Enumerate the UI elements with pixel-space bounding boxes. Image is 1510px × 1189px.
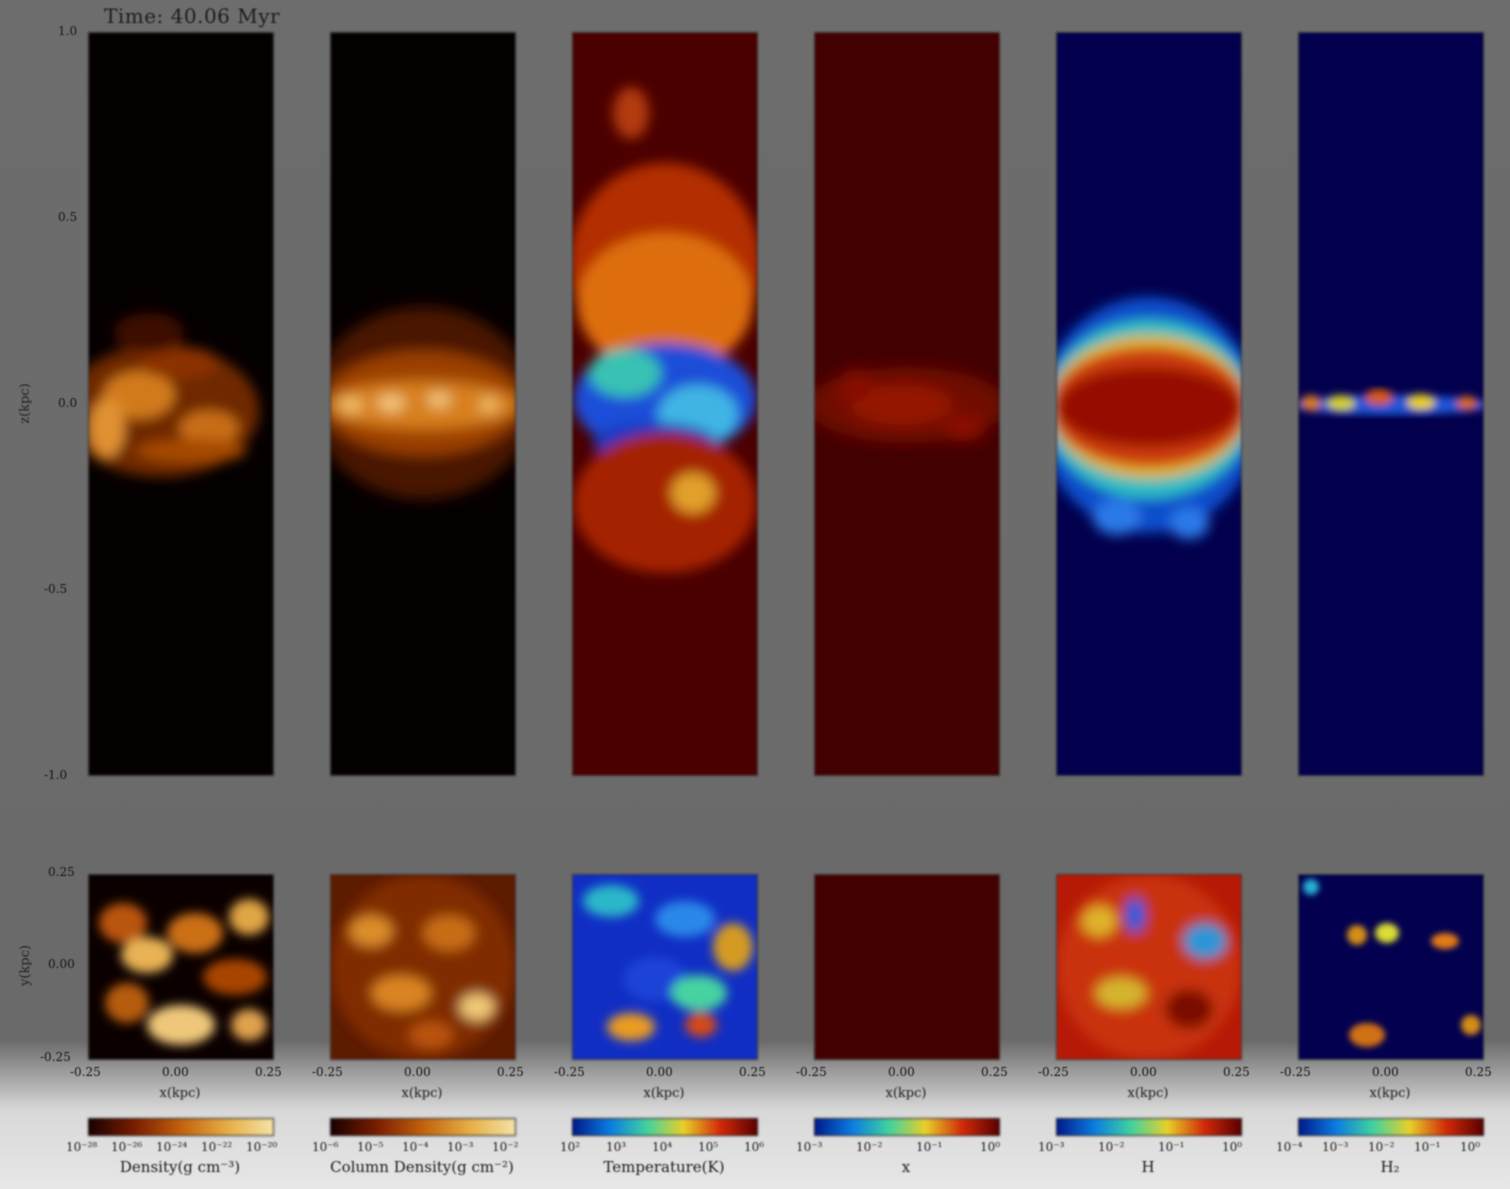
cbar-tick-h2-2: 10⁻³ — [1322, 1140, 1349, 1154]
x-tick-p6-1: -0.25 — [1280, 1065, 1311, 1079]
x-tick-p2-1: -0.25 — [312, 1065, 343, 1079]
colorbar-temperature — [572, 1118, 758, 1136]
cbar-tick-h2-1: 10⁻⁴ — [1276, 1140, 1303, 1154]
x-tick-p3-3: 0.25 — [739, 1065, 766, 1079]
x-tick-p5-3: 0.25 — [1223, 1065, 1250, 1079]
x-axis-label-1: x(kpc) — [159, 1086, 201, 1101]
top-panel-temperature — [572, 32, 758, 776]
cbar-tick-density-1: 10⁻²⁸ — [66, 1140, 98, 1154]
colorbar-label-temperature: Temperature(K) — [603, 1158, 725, 1176]
bottom-panel-molecular-hydrogen — [1298, 874, 1484, 1060]
x-axis-label-4: x(kpc) — [885, 1086, 927, 1101]
bottom-panel-column-density — [330, 874, 516, 1060]
colorbar-label-molecular-hydrogen: H₂ — [1380, 1158, 1400, 1176]
top-panel-molecular-hydrogen — [1298, 32, 1484, 776]
cbar-tick-temperature-1: 10² — [560, 1140, 581, 1154]
cbar-tick-density-3: 10⁻²⁴ — [156, 1140, 188, 1154]
x-tick-p5-1: -0.25 — [1038, 1065, 1069, 1079]
top-y-axis-label: z(kpc) — [17, 383, 33, 424]
cbar-tick-h-4: 10⁰ — [1222, 1140, 1243, 1154]
top-panel-column-density — [330, 32, 516, 776]
bottom-y-tick-1: 0.25 — [48, 865, 75, 879]
x-tick-p3-1: -0.25 — [554, 1065, 585, 1079]
cbar-tick-column-density-5: 10⁻² — [492, 1140, 519, 1154]
x-axis-label-6: x(kpc) — [1369, 1086, 1411, 1101]
colorbar-label-hydrogen: H — [1141, 1158, 1155, 1176]
cbar-tick-column-density-1: 10⁻⁶ — [312, 1140, 339, 1154]
bottom-panel-hydrogen — [1056, 874, 1242, 1060]
x-tick-p1-3: 0.25 — [255, 1065, 282, 1079]
cbar-tick-x-3: 10⁻¹ — [916, 1140, 943, 1154]
x-tick-p4-2: 0.00 — [888, 1065, 915, 1079]
colorbar-label-column-density: Column Density(g cm⁻²) — [330, 1158, 514, 1176]
cbar-tick-density-2: 10⁻²⁶ — [111, 1140, 143, 1154]
x-tick-p4-3: 0.25 — [981, 1065, 1008, 1079]
x-axis-label-3: x(kpc) — [643, 1086, 685, 1101]
cbar-tick-h-2: 10⁻² — [1098, 1140, 1125, 1154]
top-y-tick-4: -0.5 — [44, 582, 68, 596]
x-tick-p5-2: 0.00 — [1130, 1065, 1157, 1079]
cbar-tick-h2-5: 10⁰ — [1460, 1140, 1481, 1154]
x-tick-p6-2: 0.00 — [1372, 1065, 1399, 1079]
bottom-y-axis-label: y(kpc) — [17, 945, 33, 986]
colorbar-molecular-hydrogen — [1298, 1118, 1484, 1136]
time-label: Time: 40.06 Myr — [104, 4, 281, 28]
cbar-tick-x-2: 10⁻² — [856, 1140, 883, 1154]
top-y-tick-5: -1.0 — [44, 768, 68, 782]
top-panel-x-ionization — [814, 32, 1000, 776]
cbar-tick-h2-3: 10⁻² — [1368, 1140, 1395, 1154]
cbar-tick-temperature-5: 10⁶ — [744, 1140, 765, 1154]
cbar-tick-h2-4: 10⁻¹ — [1414, 1140, 1441, 1154]
cbar-tick-column-density-3: 10⁻⁴ — [402, 1140, 429, 1154]
bottom-panel-x-ionization — [814, 874, 1000, 1060]
colorbar-column-density — [330, 1118, 516, 1136]
top-y-tick-2: 0.5 — [58, 210, 78, 224]
x-tick-p6-3: 0.25 — [1465, 1065, 1492, 1079]
cbar-tick-temperature-4: 10⁵ — [698, 1140, 719, 1154]
top-y-tick-1: 1.0 — [58, 24, 78, 38]
cbar-tick-x-1: 10⁻³ — [796, 1140, 823, 1154]
x-tick-p4-1: -0.25 — [796, 1065, 827, 1079]
cbar-tick-h-1: 10⁻³ — [1038, 1140, 1065, 1154]
x-tick-p1-2: 0.00 — [162, 1065, 189, 1079]
colorbar-density — [88, 1118, 274, 1136]
colorbar-label-density: Density(g cm⁻³) — [119, 1158, 241, 1176]
cbar-tick-h-3: 10⁻¹ — [1158, 1140, 1185, 1154]
top-panel-hydrogen — [1056, 32, 1242, 776]
cbar-tick-column-density-2: 10⁻⁵ — [357, 1140, 384, 1154]
cbar-tick-temperature-3: 10⁴ — [652, 1140, 673, 1154]
bottom-panel-temperature — [572, 874, 758, 1060]
cbar-tick-density-5: 10⁻²⁰ — [246, 1140, 278, 1154]
colorbar-x-ionization — [814, 1118, 1000, 1136]
x-axis-label-2: x(kpc) — [401, 1086, 443, 1101]
x-tick-p2-3: 0.25 — [497, 1065, 524, 1079]
cbar-tick-temperature-2: 10³ — [606, 1140, 627, 1154]
colorbar-hydrogen — [1056, 1118, 1242, 1136]
bottom-y-tick-3: -0.25 — [40, 1050, 71, 1064]
bottom-y-tick-2: 0.00 — [48, 957, 75, 971]
cbar-tick-x-4: 10⁰ — [980, 1140, 1001, 1154]
x-tick-p1-1: -0.25 — [70, 1065, 101, 1079]
x-tick-p3-2: 0.00 — [646, 1065, 673, 1079]
colorbar-label-x-ionization: x — [901, 1158, 911, 1176]
x-tick-p2-2: 0.00 — [404, 1065, 431, 1079]
cbar-tick-density-4: 10⁻²² — [201, 1140, 233, 1154]
bottom-panel-density — [88, 874, 274, 1060]
x-axis-label-5: x(kpc) — [1127, 1086, 1169, 1101]
cbar-tick-column-density-4: 10⁻³ — [447, 1140, 474, 1154]
top-panel-density — [88, 32, 274, 776]
top-y-tick-3: 0.0 — [58, 396, 78, 410]
